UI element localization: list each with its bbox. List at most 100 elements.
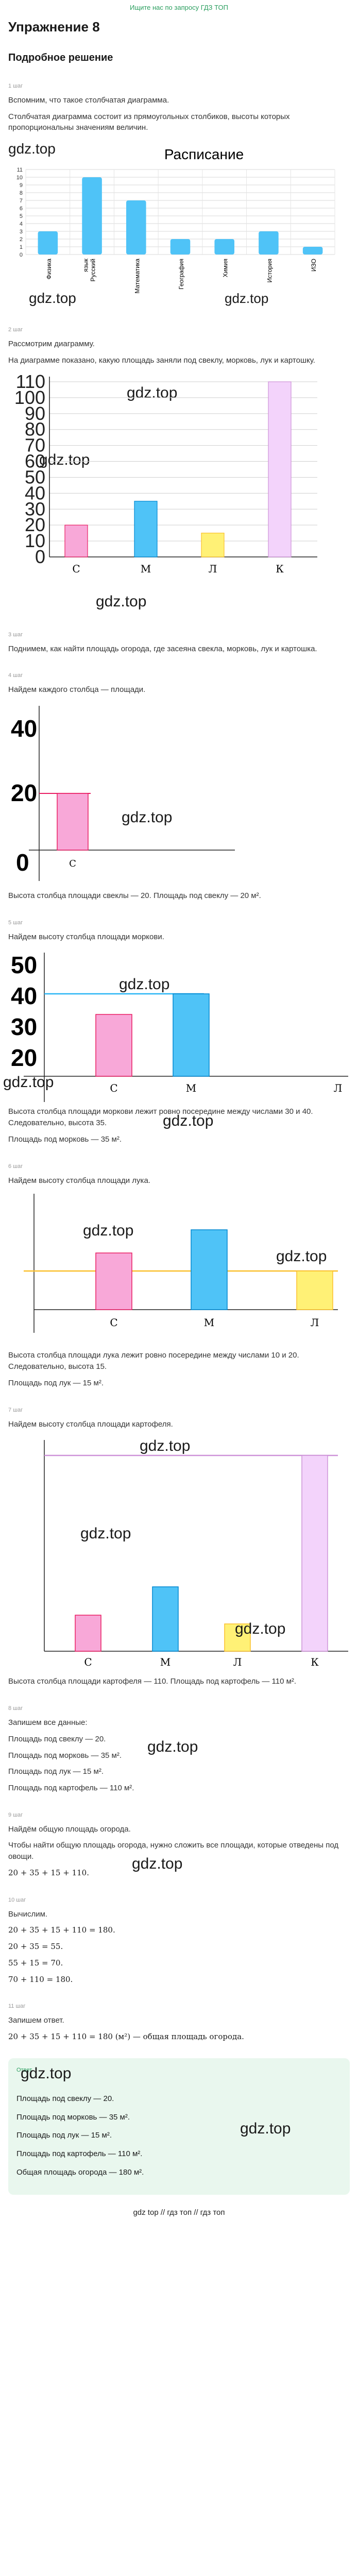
step-text: Запишем ответ. — [8, 2016, 64, 2025]
y-tick-label: 9 — [20, 182, 23, 189]
x-tick-label: М — [186, 1082, 196, 1094]
onion-detail-figure: С М Л gdz.top gdz.top — [8, 1191, 350, 1346]
formula: 70 + 110 = 180. — [8, 1974, 73, 1984]
y-tick-label: 20 — [25, 514, 45, 535]
step-label: 10 шаг — [8, 1896, 26, 1903]
step-9: 9 шаг Найдём общую площадь огорода. Чтоб… — [8, 1811, 350, 1879]
onion-detail-svg: С М Л — [24, 1194, 338, 1333]
x-tick-label: К — [311, 1656, 319, 1668]
y-tick-label: 4 — [20, 221, 23, 227]
watermark: gdz.top — [3, 1074, 54, 1091]
garden-chart: gdz.top gdz.top gdz.top 0 10 20 30 40 50 60 70 8… — [8, 371, 350, 614]
step-label: 7 шаг — [8, 1406, 23, 1413]
watermark: gdz.top — [39, 451, 90, 468]
y-tick-label: 110 — [16, 371, 45, 392]
y-tick-label: 10 — [16, 175, 23, 181]
y-tick-label: 90 — [25, 402, 45, 423]
step-text: Площадь под лук — 15 м². — [8, 1767, 104, 1776]
watermark: gdz.top — [80, 1525, 131, 1543]
beet-detail-figure: 40 20 0 С gdz.top — [8, 701, 350, 886]
step-text: Площадь под свеклу — 20. — [8, 1734, 106, 1743]
step-label: 5 шаг — [8, 919, 23, 926]
y-tick-label: 0 — [20, 252, 23, 258]
y-tick-label: 10 — [25, 530, 45, 551]
x-tick-label: География — [178, 259, 185, 290]
step-11: 11 шаг Запишем ответ. 20 + 35 + 15 + 110… — [8, 2003, 350, 2042]
step-text: Вычислим. — [8, 1909, 48, 1919]
step-result: Высота столбца площади моркови лежит ров… — [8, 1107, 313, 1128]
step-7: 7 шаг Найдем высоту столбца площади карт… — [8, 1406, 350, 1687]
step-text: Найдем высоту столбца площади лука. — [8, 1176, 150, 1185]
y-tick-label: 40 — [11, 715, 37, 742]
step-text: На диаграмме показано, какую площадь зан… — [8, 355, 315, 365]
formula: 20 + 35 + 15 + 110 = 180 (м²) — общая пл… — [8, 2032, 244, 2042]
step-result: Площадь под лук — 15 м². — [8, 1378, 104, 1387]
y-tick-label: 70 — [25, 434, 45, 455]
watermark: gdz.top — [240, 2120, 291, 2137]
x-tick-label: М — [160, 1656, 171, 1668]
bar — [82, 177, 102, 255]
step-5: 5 шаг Найдем высоту столбца площади морк… — [3, 919, 350, 1145]
chart-title: Расписание — [164, 146, 244, 162]
bar — [126, 200, 146, 255]
x-tick-label: С — [110, 1316, 117, 1329]
x-tick-label: К — [276, 563, 284, 575]
step-text: Площадь под картофель — 110 м². — [8, 1784, 134, 1792]
answer-line: Площадь под морковь — 35 м². — [16, 2112, 130, 2122]
watermark: gdz.top — [140, 1437, 191, 1455]
step-6: 6 шаг Найдем высоту столбца площади лука… — [8, 1163, 350, 1389]
step-text: Найдем высоту столбца площади моркови. — [8, 932, 164, 941]
step-result: Высота столбца площади свеклы — 20. Площ… — [8, 891, 261, 900]
watermark: gdz.top — [132, 1855, 183, 1872]
step-label: 4 шаг — [8, 672, 23, 679]
bar — [38, 231, 58, 255]
formula: 20 + 35 = 55. — [8, 1942, 63, 1952]
formula: 55 + 15 = 70. — [8, 1958, 63, 1968]
bar — [134, 500, 158, 557]
watermark: gdz.top — [122, 809, 173, 826]
potato-detail-svg: С М Л К — [44, 1440, 348, 1668]
step-result: Высота столбца площади картофеля — 110. … — [8, 1677, 297, 1686]
step-label: 3 шаг — [8, 631, 23, 638]
potato-detail-figure: С М Л К gdz.top gdz.top gdz.top — [8, 1435, 350, 1672]
bar — [64, 524, 88, 557]
watermark: gdz.top — [119, 976, 170, 993]
section-title: Подробное решение — [8, 52, 113, 63]
y-tick-label: 80 — [25, 418, 45, 439]
bar — [268, 381, 292, 557]
watermark: gdz.top — [276, 1248, 327, 1265]
step-text: Поднимем, как найти площадь огорода, где… — [8, 644, 317, 653]
y-tick-label: 50 — [11, 952, 37, 978]
x-tick-label: язык — [82, 258, 90, 272]
footer-links[interactable]: gdz top // гдз топ // гдз топ — [133, 2208, 225, 2217]
answer-line: Площадь под лук — 15 м². — [16, 2131, 112, 2140]
step-text: Чтобы найти общую площадь огорода, нужно… — [8, 1841, 339, 1861]
y-tick-label: 30 — [25, 498, 45, 519]
watermark: gdz.top — [21, 2064, 72, 2082]
step-text: Столбчатая диаграмма состоит из прямоуго… — [8, 112, 290, 132]
step-text: Найдем каждого столбца — площади. — [8, 685, 146, 694]
x-tick-label: С — [110, 1082, 117, 1094]
top-search-link[interactable]: Ищите нас по запросу ГДЗ ТОП — [130, 4, 228, 11]
x-tick-label: ИЗО — [310, 259, 317, 272]
x-tick-label: Математика — [133, 259, 141, 293]
x-tick-label: История — [266, 259, 273, 283]
step-label: 11 шаг — [8, 2003, 26, 2010]
formula: 20 + 35 + 15 + 110 = 180. — [8, 1925, 115, 1935]
y-tick-label: 0 — [35, 546, 45, 567]
answer-box: Ответ gdz.top Площадь под свеклу — 20. П… — [8, 2058, 350, 2195]
y-tick-label: 3 — [20, 229, 23, 235]
y-tick-label: 50 — [25, 466, 45, 487]
bar — [302, 247, 323, 255]
y-tick-label: 11 — [17, 167, 23, 173]
y-tick-label: 20 — [11, 1044, 37, 1071]
y-tick-label: 40 — [11, 982, 37, 1009]
step-label: 1 шаг — [8, 83, 23, 89]
y-tick-label: 0 — [16, 849, 29, 876]
bar — [214, 239, 234, 255]
step-8: 8 шаг Запишем все данные: Площадь под св… — [8, 1705, 350, 1794]
watermark: gdz.top — [29, 290, 76, 307]
